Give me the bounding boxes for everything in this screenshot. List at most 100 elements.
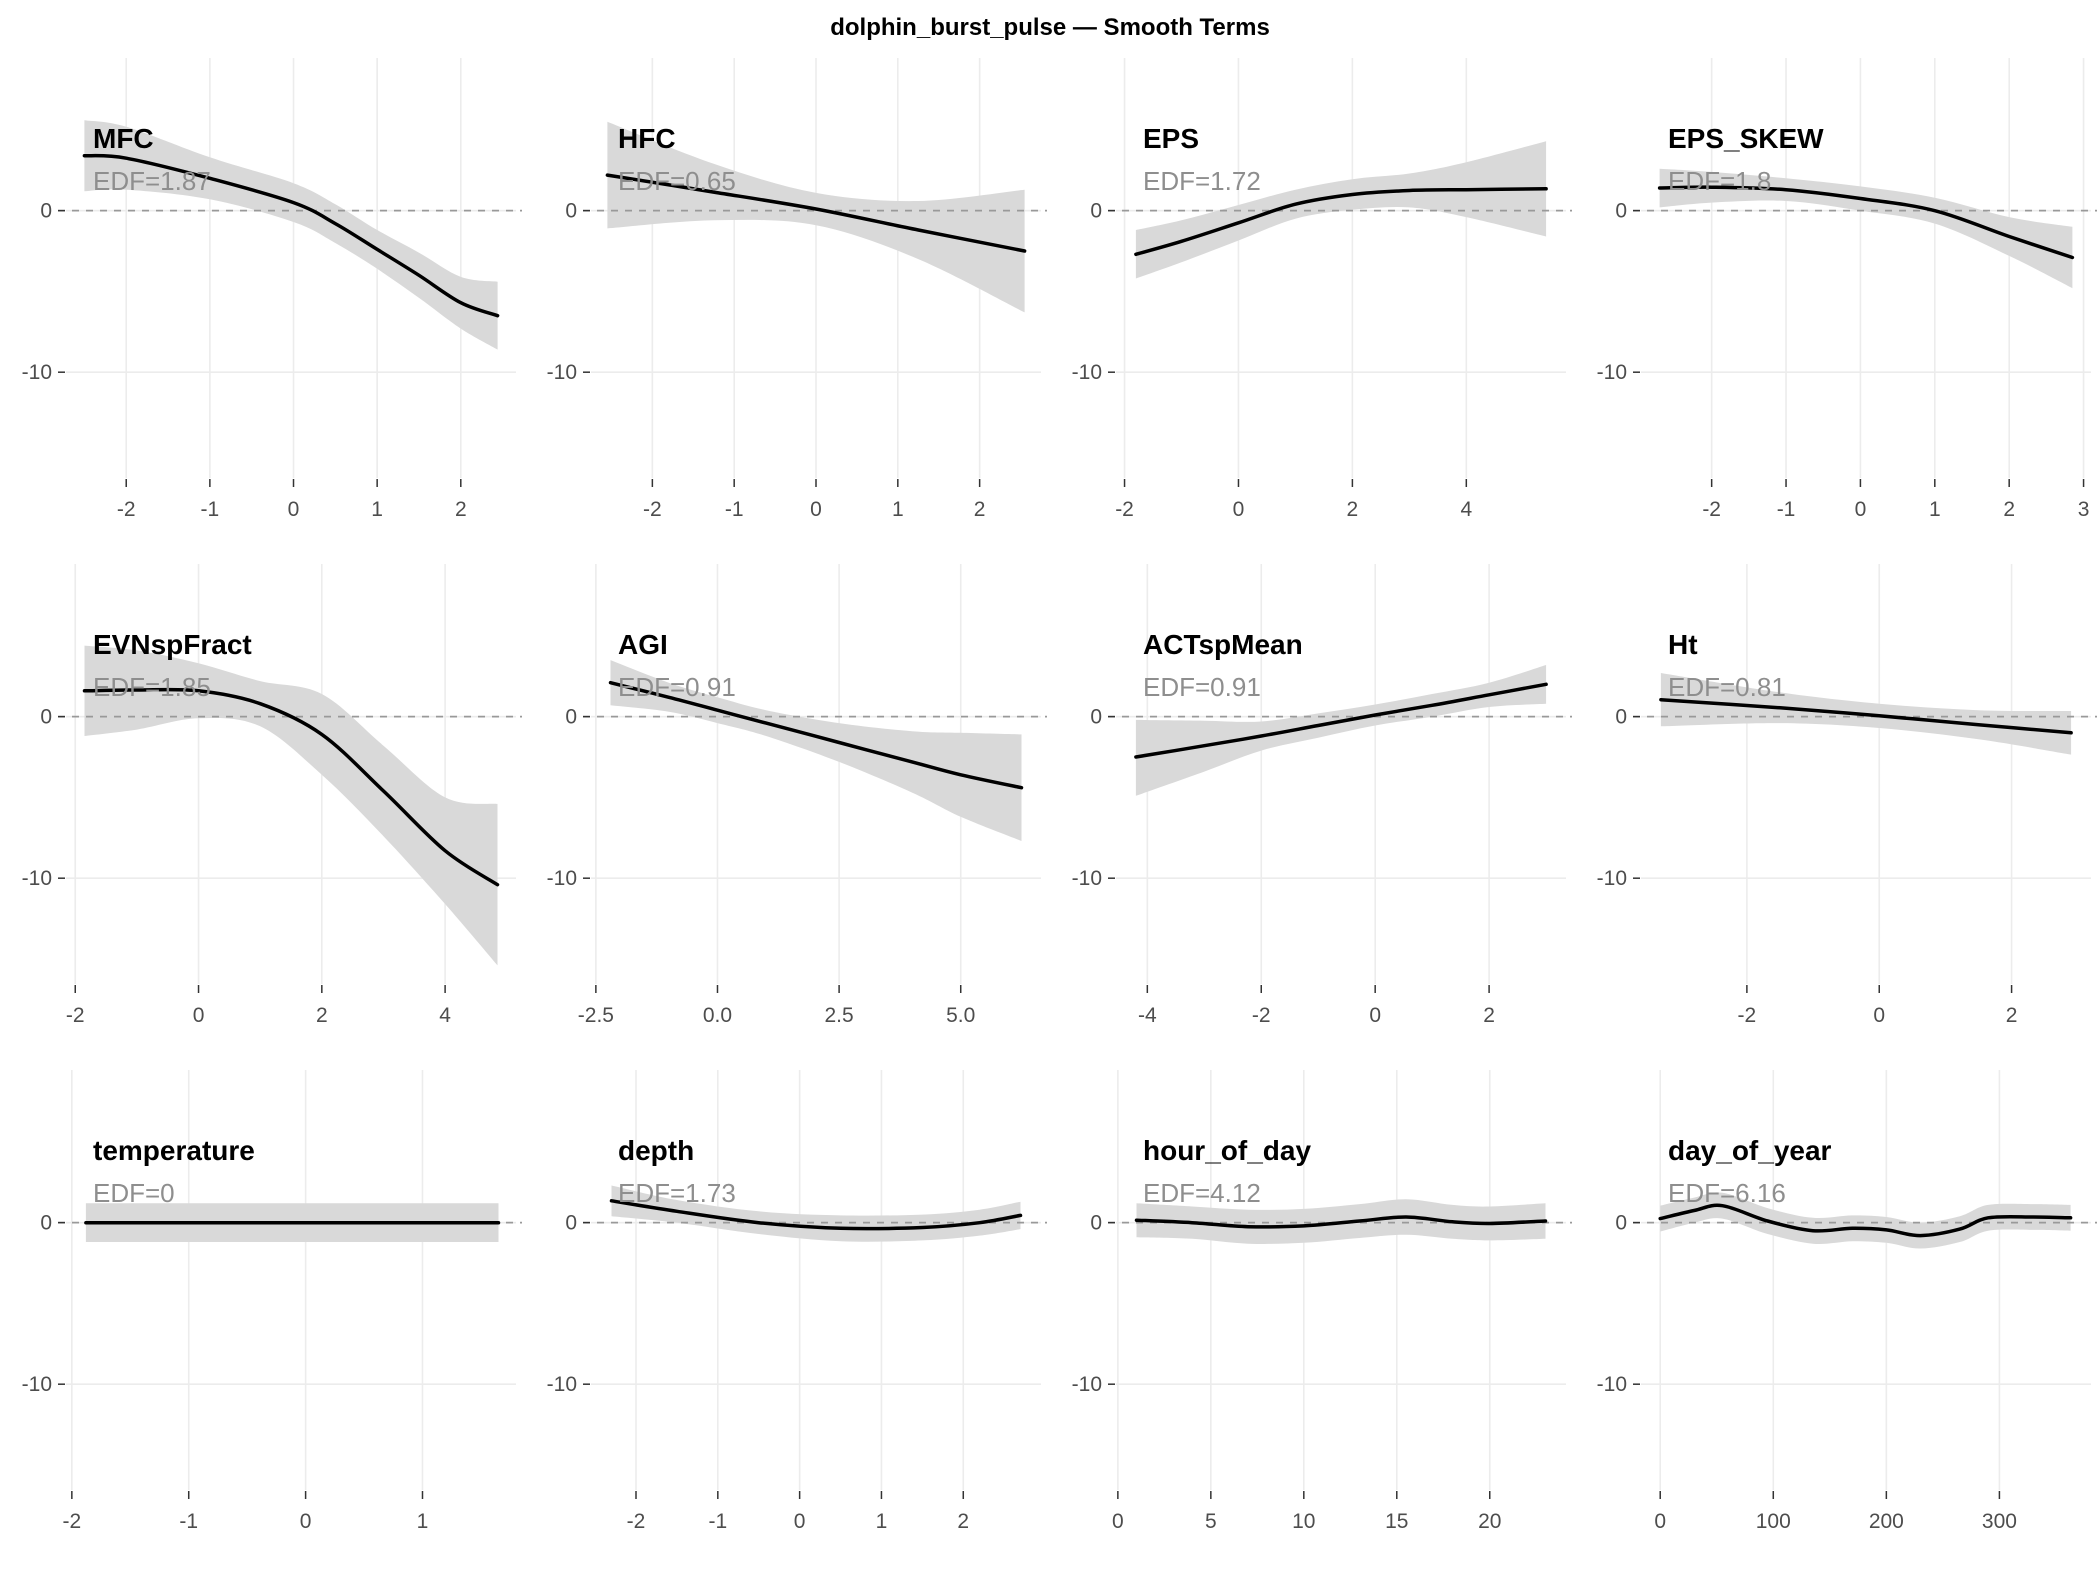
confidence-ribbon xyxy=(84,120,498,350)
y-tick-label: 0 xyxy=(1615,200,1627,223)
panel-grid xyxy=(1641,58,2091,478)
panel-title: EPS xyxy=(1143,123,1199,154)
smooth-panel-hour_of_day: hour_of_day EDF=4.12 0 5 10 15 20 0 -10 xyxy=(1072,1070,1572,1533)
edf-label: EDF=0.65 xyxy=(618,166,736,196)
smooth-curve xyxy=(1658,1203,2073,1238)
smooth-panel-ACTspMean: ACTspMean EDF=0.91 -4 -2 0 2 0 -10 xyxy=(1072,564,1572,1027)
y-tick-label: 0 xyxy=(565,200,577,223)
edf-label: EDF=4.12 xyxy=(1143,1178,1261,1208)
x-tick-label: 4 xyxy=(439,1004,451,1027)
smooth-curve xyxy=(605,173,1027,253)
smooth-curve xyxy=(82,687,500,887)
panel-grid xyxy=(66,58,516,478)
y-tick-label: -10 xyxy=(22,867,52,890)
panel-title: AGI xyxy=(618,629,668,660)
y-tick-label: 0 xyxy=(40,200,52,223)
x-tick-label: 1 xyxy=(1929,498,1941,521)
x-tick-label: 0 xyxy=(288,498,300,521)
x-tick-label: 1 xyxy=(417,1510,429,1533)
y-tick-label: -10 xyxy=(1597,1373,1627,1396)
smooth-curve xyxy=(609,1199,1023,1231)
x-tick-label: 5.0 xyxy=(946,1004,975,1027)
smooth-panel-Ht: Ht EDF=0.81 -2 0 2 0 -10 xyxy=(1597,564,2097,1027)
panel-title: EVNspFract xyxy=(93,629,252,660)
x-tick-label: -1 xyxy=(201,498,220,521)
x-tick-label: 2 xyxy=(2003,498,2015,521)
x-tick-label: -2.5 xyxy=(578,1004,614,1027)
panel-grid xyxy=(66,564,516,984)
panel-grid xyxy=(1641,1070,2091,1490)
edf-label: EDF=1.85 xyxy=(93,672,211,702)
edf-label: EDF=0.81 xyxy=(1668,672,1786,702)
y-tick-label: 0 xyxy=(1090,1212,1102,1235)
x-tick-label: 20 xyxy=(1478,1510,1501,1533)
x-tick-label: 0 xyxy=(1112,1510,1124,1533)
figure-title: dolphin_burst_pulse — Smooth Terms xyxy=(830,14,1270,41)
panel-grid xyxy=(1116,1070,1566,1490)
smooth-panel-day_of_year: day_of_year EDF=6.16 0 100 200 300 0 -10 xyxy=(1597,1070,2097,1533)
panel-grid xyxy=(1116,58,1566,478)
x-tick-label: 100 xyxy=(1756,1510,1791,1533)
x-tick-label: 10 xyxy=(1292,1510,1315,1533)
smooth-panel-EVNspFract: EVNspFract EDF=1.85 -2 0 2 4 0 -10 xyxy=(22,564,522,1027)
smooth-curve xyxy=(82,153,500,318)
edf-label: EDF=0 xyxy=(93,1178,175,1208)
edf-label: EDF=1.73 xyxy=(618,1178,736,1208)
edf-label: EDF=1.8 xyxy=(1668,166,1771,196)
smooth-curve xyxy=(1134,187,1548,257)
x-tick-label: 0 xyxy=(794,1510,806,1533)
y-tick-label: -10 xyxy=(1072,867,1102,890)
x-tick-label: 0 xyxy=(193,1004,205,1027)
x-tick-label: -2 xyxy=(117,498,136,521)
x-tick-label: 300 xyxy=(1982,1510,2017,1533)
x-tick-label: 2 xyxy=(455,498,467,521)
y-tick-label: -10 xyxy=(547,361,577,384)
y-tick-label: -10 xyxy=(22,361,52,384)
confidence-ribbon xyxy=(1660,1192,2071,1249)
y-tick-label: 0 xyxy=(40,1212,52,1235)
panels-grid: MFC EDF=1.87 -2 -1 0 1 2 0 -10 HFC EDF=0.65 -2 -1 0 1 2… xyxy=(0,52,2100,1570)
x-tick-label: 0 xyxy=(1855,498,1867,521)
edf-label: EDF=0.91 xyxy=(618,672,736,702)
panel-title: day_of_year xyxy=(1668,1135,1832,1166)
x-tick-label: -2 xyxy=(1738,1004,1757,1027)
panel-title: MFC xyxy=(93,123,154,154)
y-tick-label: -10 xyxy=(22,1373,52,1396)
x-tick-label: 0 xyxy=(810,498,822,521)
confidence-ribbon xyxy=(84,645,498,966)
x-tick-label: -4 xyxy=(1138,1004,1157,1027)
x-tick-label: 15 xyxy=(1385,1510,1408,1533)
x-tick-label: 2.5 xyxy=(825,1004,854,1027)
x-tick-label: 2 xyxy=(957,1510,969,1533)
edf-label: EDF=6.16 xyxy=(1668,1178,1786,1208)
edf-label: EDF=0.91 xyxy=(1143,672,1261,702)
y-tick-label: 0 xyxy=(1615,706,1627,729)
x-tick-label: 0 xyxy=(1654,1510,1666,1533)
x-tick-label: -2 xyxy=(627,1510,646,1533)
smooth-curve xyxy=(1134,1215,1548,1229)
smooth-curve xyxy=(1657,185,2075,260)
y-tick-label: -10 xyxy=(1597,361,1627,384)
panel-title: temperature xyxy=(93,1135,255,1166)
x-tick-label: 2 xyxy=(316,1004,328,1027)
panel-grid xyxy=(66,1070,516,1490)
confidence-ribbon xyxy=(1659,168,2073,289)
x-tick-label: 200 xyxy=(1869,1510,1904,1533)
y-tick-label: -10 xyxy=(1072,1373,1102,1396)
x-tick-label: 1 xyxy=(371,498,383,521)
confidence-ribbon xyxy=(607,121,1025,313)
smooth-panel-AGI: AGI EDF=0.91 -2.5 0.0 2.5 5.0 0 -10 xyxy=(547,564,1047,1027)
edf-label: EDF=1.72 xyxy=(1143,166,1261,196)
panel-title: Ht xyxy=(1668,629,1698,660)
panel-title: EPS_SKEW xyxy=(1668,123,1824,154)
y-tick-label: -10 xyxy=(1597,867,1627,890)
x-tick-label: -1 xyxy=(179,1510,198,1533)
panel-grid xyxy=(1641,564,2091,984)
x-tick-label: -2 xyxy=(63,1510,82,1533)
x-tick-label: 1 xyxy=(876,1510,888,1533)
x-tick-label: 5 xyxy=(1205,1510,1217,1533)
